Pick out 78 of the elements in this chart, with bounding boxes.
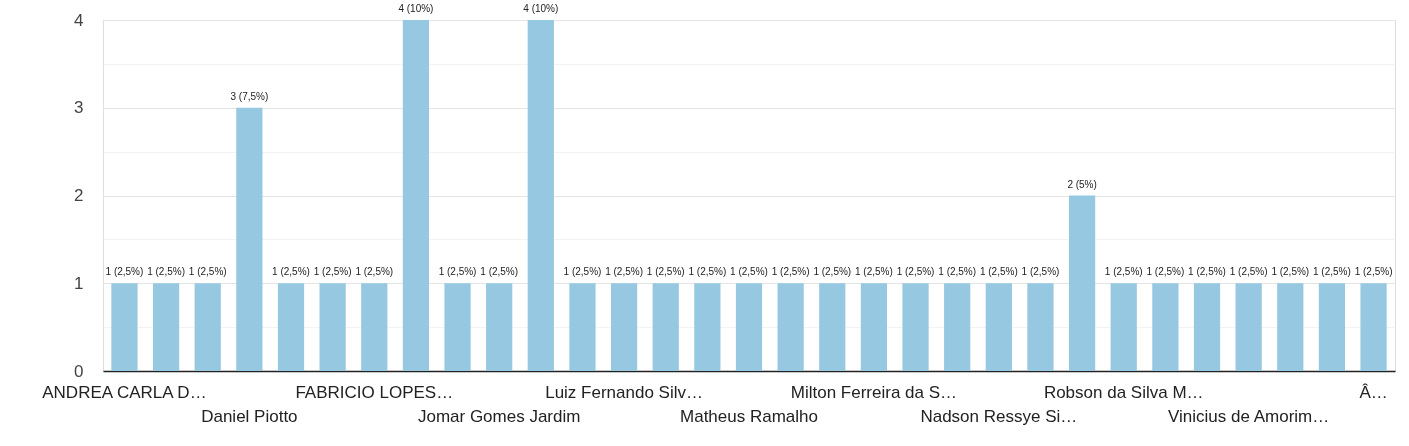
data-label: 4 (10%) <box>398 3 434 14</box>
data-label: 1 (2,5%) <box>646 266 685 278</box>
bar <box>1360 283 1387 371</box>
data-label: 1 (2,5%) <box>355 266 394 278</box>
x-tick-label: Robson da Silva M… <box>1043 383 1204 402</box>
x-tick-label: Nadson Ressye Si… <box>920 407 1078 426</box>
data-label: 1 (2,5%) <box>771 266 810 278</box>
bar <box>402 20 430 371</box>
bar <box>1110 283 1137 371</box>
data-label: 1 (2,5%) <box>313 266 352 278</box>
data-label: 1 (2,5%) <box>896 266 935 278</box>
bar <box>860 283 888 371</box>
x-tick-label: Matheus Ramalho <box>680 407 818 426</box>
x-tick-label: Luiz Fernando Silv… <box>545 383 703 402</box>
bar <box>486 283 513 371</box>
bar <box>610 283 638 371</box>
bar <box>194 283 221 371</box>
bar <box>277 283 305 371</box>
x-tick-label: Jomar Gomes Jardim <box>417 407 581 426</box>
data-label: 1 (2,5%) <box>730 266 768 278</box>
y-tick-label: 4 <box>74 10 84 30</box>
data-label: 1 (2,5%) <box>480 266 519 278</box>
bar <box>1027 283 1054 371</box>
bar <box>527 20 554 371</box>
bar <box>111 283 138 371</box>
bar <box>1152 283 1179 371</box>
bar <box>1193 283 1221 371</box>
data-label: 1 (2,5%) <box>105 266 144 278</box>
data-label: 1 (2,5%) <box>272 266 310 278</box>
x-tick-label: ANDREA CARLA D… <box>42 383 207 402</box>
data-label: 1 (2,5%) <box>438 266 477 278</box>
data-label: 3 (7,5%) <box>230 90 269 102</box>
data-label: 1 (2,5%) <box>979 266 1018 278</box>
bar <box>985 283 1012 371</box>
data-label: 1 (2,5%) <box>1188 266 1226 278</box>
bar <box>777 283 804 371</box>
bar <box>361 283 388 371</box>
y-tick-label: 0 <box>74 361 84 381</box>
data-label: 2 (5%) <box>1067 178 1097 190</box>
x-tick-label: FABRICIO LOPES… <box>295 383 454 402</box>
x-tick-label: Â… <box>1359 383 1388 402</box>
data-label: 1 (2,5%) <box>1021 266 1060 278</box>
bar <box>819 283 846 371</box>
data-label: 1 (2,5%) <box>1229 266 1268 278</box>
bar <box>944 283 971 371</box>
bar <box>1277 283 1304 371</box>
data-label: 1 (2,5%) <box>688 266 727 278</box>
y-tick-label: 1 <box>74 273 84 293</box>
data-label: 1 (2,5%) <box>563 266 602 278</box>
x-tick-label: Milton Ferreira da S… <box>790 383 958 402</box>
y-tick-label: 2 <box>74 186 84 205</box>
data-label: 1 (2,5%) <box>1271 266 1310 278</box>
bar <box>1235 283 1262 371</box>
bar <box>569 283 596 371</box>
data-label: 1 (2,5%) <box>605 266 643 278</box>
bar <box>902 283 929 371</box>
bar <box>444 283 471 371</box>
data-label: 1 (2,5%) <box>938 266 977 278</box>
bar <box>319 283 346 371</box>
bar <box>694 283 721 371</box>
x-tick-label: Daniel Piotto <box>201 407 298 426</box>
bar <box>735 283 763 371</box>
y-tick-label: 3 <box>74 98 84 118</box>
data-label: 1 (2,5%) <box>1146 266 1185 278</box>
bar <box>1068 195 1096 371</box>
data-label: 1 (2,5%) <box>1104 266 1143 278</box>
data-label: 1 (2,5%) <box>188 266 227 278</box>
bar <box>1318 283 1346 371</box>
bar <box>236 107 263 371</box>
data-label: 4 (10%) <box>523 3 559 14</box>
bar <box>652 283 679 371</box>
data-label: 1 (2,5%) <box>1313 266 1351 278</box>
bar <box>152 283 180 371</box>
x-tick-label: Vinicius de Amorim… <box>1168 407 1330 426</box>
data-label: 1 (2,5%) <box>855 266 893 278</box>
data-label: 1 (2,5%) <box>813 266 852 278</box>
data-label: 1 (2,5%) <box>1354 266 1393 278</box>
data-label: 1 (2,5%) <box>147 266 185 278</box>
